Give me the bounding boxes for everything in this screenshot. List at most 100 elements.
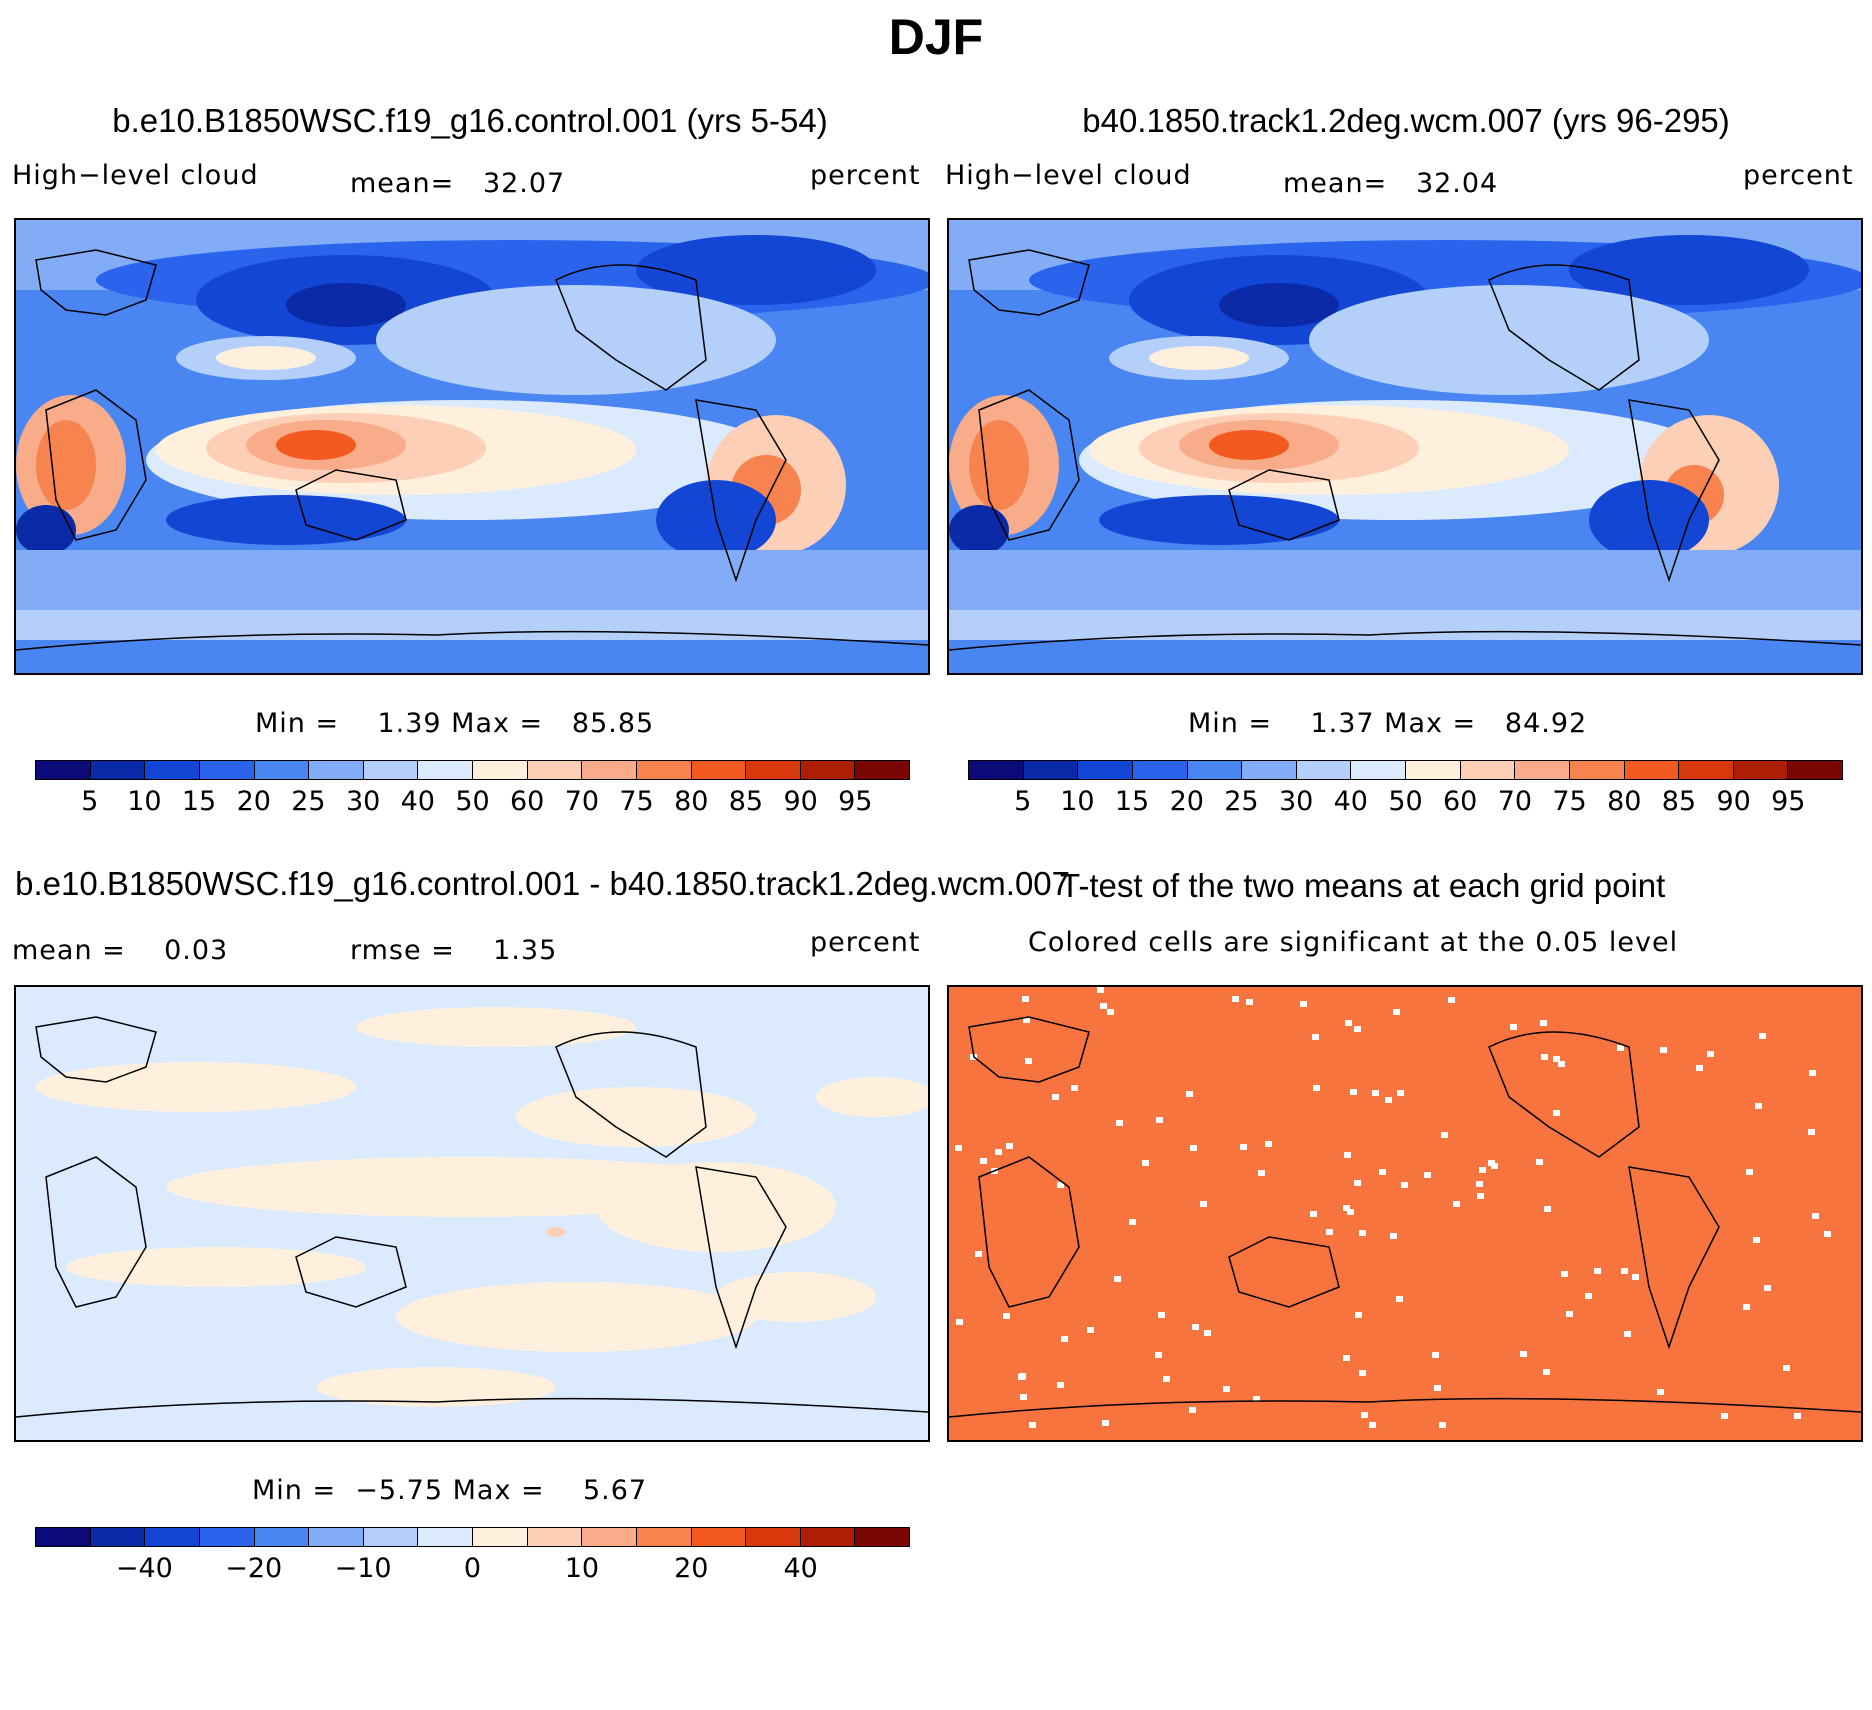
panel1-colorbar-segment — [418, 761, 473, 779]
panel1-colorbar-segment — [746, 761, 801, 779]
panel2-colorbar-tick-label: 20 — [1169, 786, 1204, 817]
non-significant-cell — [1116, 1120, 1123, 1126]
non-significant-cell — [1476, 1181, 1483, 1187]
non-significant-cell — [1812, 1213, 1819, 1219]
panel4-significance-field — [949, 987, 1861, 1440]
non-significant-cell — [1453, 1201, 1460, 1207]
panel3-map — [14, 985, 930, 1442]
non-significant-cell — [1424, 1172, 1431, 1178]
panel2-colorbar-ticks: 5 10 15 20 25 30 40 50 60 70 75 80 85 90 95 — [968, 786, 1843, 817]
non-significant-cell — [1071, 1085, 1078, 1091]
panel2-colorbar-segment — [1296, 761, 1352, 779]
non-significant-cell — [1155, 1352, 1162, 1358]
panel3-colorbar-segment — [145, 1528, 200, 1546]
panel1-colorbar-segment — [800, 761, 856, 779]
panel3-difference-field — [16, 987, 928, 1440]
non-significant-cell — [1029, 1422, 1036, 1428]
non-significant-cell — [1087, 1327, 1094, 1333]
non-significant-cell — [1397, 1090, 1404, 1096]
non-significant-cell — [1258, 1170, 1265, 1176]
non-significant-cell — [1313, 1085, 1320, 1091]
panel1-colorbar-tick-label: 85 — [728, 786, 764, 817]
non-significant-cell — [1102, 1420, 1109, 1426]
non-significant-cell — [1479, 1167, 1486, 1173]
non-significant-cell — [1621, 1268, 1628, 1274]
panel2-mean-label: mean= 32.04 — [1283, 168, 1499, 199]
panel1-colorbar-tick-label: 95 — [838, 786, 873, 817]
panel1-colorbar-tick-label: 80 — [674, 786, 709, 817]
panel2-map — [947, 218, 1863, 675]
non-significant-cell — [1019, 1373, 1026, 1379]
panel2-colorbar-tick-label: 60 — [1443, 786, 1478, 817]
panel3-colorbar-segment — [199, 1528, 255, 1546]
panel3-colorbar-tick-label: −40 — [115, 1553, 173, 1584]
non-significant-cell — [1344, 1152, 1351, 1158]
non-significant-cell — [1253, 1396, 1260, 1402]
panel1-map — [14, 218, 930, 675]
panel2-colorbar-tick-label: 95 — [1771, 786, 1806, 817]
panel3-title: b.e10.B1850WSC.f19_g16.control.001 - b40… — [15, 865, 1070, 902]
panel2-colorbar-segment — [969, 761, 1024, 779]
non-significant-cell — [1396, 1296, 1403, 1302]
panel1-title: b.e10.B1850WSC.f19_g16.control.001 (yrs … — [112, 102, 828, 139]
non-significant-cell — [1624, 1331, 1631, 1337]
panel2-colorbar-tick-label: 90 — [1716, 786, 1751, 817]
non-significant-cell — [1379, 1169, 1386, 1175]
panel1-colorbar-segment — [582, 761, 637, 779]
non-significant-cell — [1057, 1382, 1064, 1388]
panel2-cloud-field — [949, 220, 1861, 673]
panel2-variable-label: High−level cloud — [945, 160, 1192, 191]
non-significant-cell — [1544, 1206, 1551, 1212]
panel2-colorbar-tick-label: 10 — [1060, 786, 1095, 817]
non-significant-cell — [1755, 1103, 1762, 1109]
panel3-colorbar-tick-label: 10 — [564, 1553, 600, 1584]
panel4-title: T-test of the two means at each grid poi… — [1060, 867, 1666, 904]
non-significant-cell — [1158, 1312, 1165, 1318]
non-significant-cell — [1186, 1091, 1193, 1097]
panel1-colorbar-segment — [636, 761, 692, 779]
non-significant-cell — [1361, 1412, 1368, 1418]
non-significant-cell — [1585, 1293, 1592, 1299]
non-significant-cell — [1632, 1274, 1639, 1280]
panel2-colorbar-segment — [1624, 761, 1680, 779]
panel1-cloud-field — [16, 220, 928, 673]
panel1-colorbar-segment — [90, 761, 146, 779]
non-significant-cell — [1354, 1180, 1361, 1186]
non-significant-cell — [1477, 1193, 1484, 1199]
non-significant-cell — [1441, 1132, 1448, 1138]
non-significant-cell — [1200, 1201, 1207, 1207]
non-significant-cell — [1759, 1033, 1766, 1039]
panel1-colorbar-segment — [691, 761, 747, 779]
panel2-colorbar-segment — [1351, 761, 1406, 779]
non-significant-cell — [1347, 1209, 1354, 1215]
non-significant-cell — [1794, 1413, 1801, 1419]
panel1-colorbar-tick-label: 75 — [619, 786, 654, 817]
non-significant-cell — [1369, 1422, 1376, 1428]
non-significant-cell — [1401, 1182, 1408, 1188]
panel2-colorbar-tick-label: 25 — [1224, 786, 1259, 817]
non-significant-cell — [1783, 1365, 1790, 1371]
panel1-colorbar-tick-label: 50 — [455, 786, 490, 817]
panel1-colorbar-segment — [36, 761, 91, 779]
panel2-colorbar-segment — [1406, 761, 1461, 779]
non-significant-cell — [1721, 1413, 1728, 1419]
non-significant-cell — [1107, 1009, 1114, 1015]
non-significant-cell — [1156, 1117, 1163, 1123]
non-significant-cell — [1448, 997, 1455, 1003]
panel1-colorbar-tick-label: 10 — [127, 786, 162, 817]
panel3-colorbar-segment — [855, 1528, 909, 1546]
non-significant-cell — [955, 1145, 962, 1151]
panel3-colorbar-tick-label: 40 — [783, 1553, 818, 1584]
panel3-colorbar-tick-label: 0 — [463, 1553, 482, 1584]
non-significant-cell — [1192, 1324, 1199, 1330]
non-significant-cell — [1190, 1145, 1197, 1151]
panel2-colorbar-tick-label: 15 — [1114, 786, 1150, 817]
non-significant-cell — [1189, 1407, 1196, 1413]
non-significant-cell — [1434, 1385, 1441, 1391]
non-significant-cell — [1355, 1312, 1362, 1318]
non-significant-cell — [1553, 1056, 1560, 1062]
non-significant-cell — [1809, 1070, 1816, 1076]
non-significant-cell — [975, 1251, 982, 1257]
non-significant-cell — [1359, 1370, 1366, 1376]
non-significant-cell — [1114, 1276, 1121, 1282]
